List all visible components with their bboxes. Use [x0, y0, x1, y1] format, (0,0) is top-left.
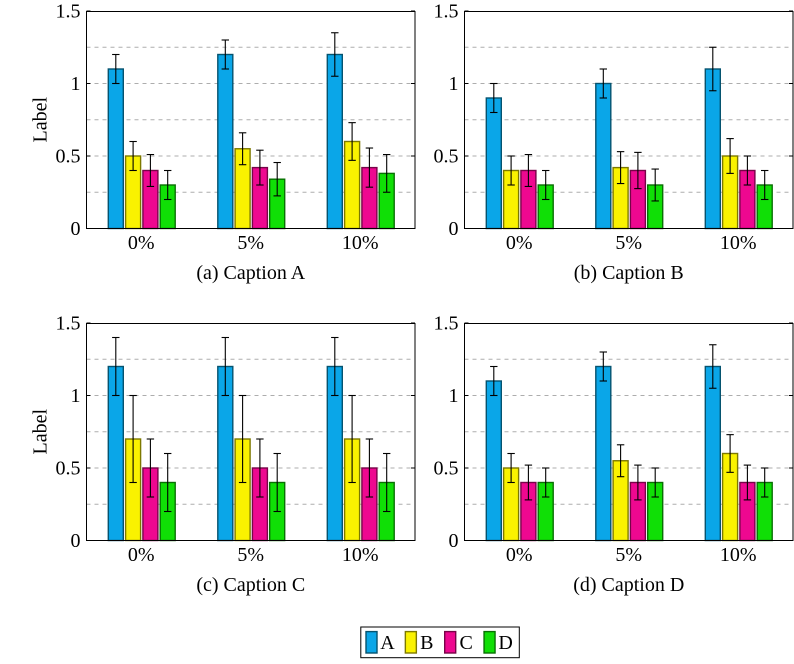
svg-text:5%: 5% [615, 232, 642, 254]
svg-text:0.5: 0.5 [434, 146, 459, 168]
svg-text:0: 0 [449, 218, 459, 240]
svg-text:D: D [498, 632, 512, 654]
svg-text:Label: Label [30, 97, 52, 143]
svg-text:0: 0 [71, 218, 81, 240]
svg-text:0: 0 [71, 530, 81, 552]
svg-text:1.5: 1.5 [434, 313, 459, 335]
svg-text:(c) Caption C: (c) Caption C [196, 574, 305, 596]
svg-text:0%: 0% [506, 544, 533, 566]
svg-text:10%: 10% [720, 232, 757, 254]
svg-text:Label: Label [30, 409, 52, 455]
svg-text:0%: 0% [506, 232, 533, 254]
svg-text:1.5: 1.5 [56, 1, 81, 23]
svg-text:(a) Caption A: (a) Caption A [196, 262, 305, 284]
svg-text:5%: 5% [237, 544, 264, 566]
svg-text:0.5: 0.5 [56, 146, 81, 168]
svg-text:0%: 0% [128, 544, 155, 566]
svg-text:1: 1 [71, 73, 81, 95]
svg-text:0.5: 0.5 [56, 458, 81, 480]
svg-text:0.5: 0.5 [434, 458, 459, 480]
svg-text:0: 0 [449, 530, 459, 552]
svg-text:0%: 0% [128, 232, 155, 254]
svg-text:1.5: 1.5 [434, 1, 459, 23]
svg-text:B: B [420, 632, 433, 654]
svg-text:(b) Caption B: (b) Caption B [574, 262, 684, 284]
svg-text:1.5: 1.5 [56, 313, 81, 335]
svg-text:10%: 10% [720, 544, 757, 566]
svg-text:1: 1 [449, 73, 459, 95]
svg-text:10%: 10% [342, 232, 379, 254]
svg-text:A: A [380, 632, 395, 654]
svg-text:1: 1 [449, 385, 459, 407]
svg-text:(d) Caption D: (d) Caption D [573, 574, 684, 596]
svg-text:10%: 10% [342, 544, 379, 566]
svg-text:C: C [460, 632, 473, 654]
svg-text:1: 1 [71, 385, 81, 407]
svg-text:5%: 5% [237, 232, 264, 254]
svg-text:5%: 5% [615, 544, 642, 566]
